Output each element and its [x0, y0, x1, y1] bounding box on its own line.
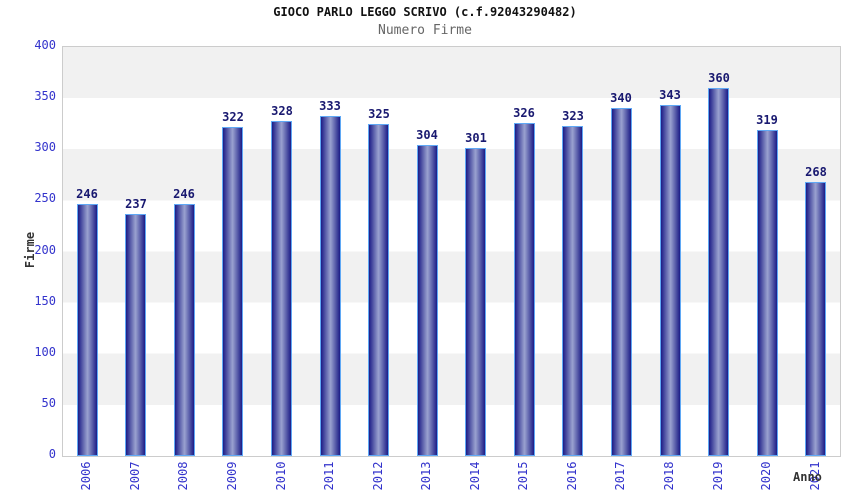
- bar-2014: [465, 148, 486, 456]
- x-tick-label: 2012: [371, 461, 385, 491]
- bar-value-label: 268: [805, 165, 827, 179]
- x-axis-title: Anno: [793, 470, 822, 484]
- bar-value-label: 304: [416, 128, 438, 142]
- bar-2011: [320, 116, 341, 456]
- bar-value-label: 319: [756, 113, 778, 127]
- bar-value-label: 326: [513, 106, 535, 120]
- y-tick-label: 300: [34, 140, 56, 155]
- x-tick-label: 2017: [613, 461, 627, 491]
- bar-2021: [805, 182, 826, 456]
- bar-2019: [708, 88, 729, 456]
- x-tick-label: 2013: [419, 461, 433, 491]
- bar-value-label: 246: [173, 187, 195, 201]
- x-tick-label: 2010: [274, 461, 288, 491]
- bar-2016: [562, 126, 583, 456]
- chart-subtitle: Numero Firme: [378, 23, 472, 38]
- bar-value-label: 322: [222, 110, 244, 124]
- x-tick-label: 2016: [565, 461, 579, 491]
- bar-value-label: 325: [368, 107, 390, 121]
- x-tick-label: 2014: [468, 461, 482, 491]
- x-tick-label: 2006: [79, 461, 93, 491]
- plot-area: 246 237 246 322 328 333 325 304 301 326 323 340 343 3…: [62, 46, 841, 457]
- chart-title: GIOCO PARLO LEGGO SCRIVO (c.f.9204329048…: [273, 5, 577, 19]
- bar-2008: [174, 204, 195, 456]
- bar-2018: [660, 105, 681, 456]
- y-tick-label: 150: [34, 293, 56, 308]
- bar-2015: [514, 123, 535, 456]
- bar-value-label: 340: [610, 91, 632, 105]
- x-tick-label: 2007: [128, 461, 142, 491]
- x-tick-label: 2019: [711, 461, 725, 491]
- x-tick-label: 2009: [225, 461, 239, 491]
- x-tick-label: 2011: [322, 461, 336, 491]
- bar-value-label: 246: [76, 187, 98, 201]
- bar-value-label: 237: [125, 197, 147, 211]
- bar-2017: [611, 108, 632, 456]
- bar-2009: [222, 127, 243, 456]
- bar-2012: [368, 124, 389, 456]
- y-tick-label: 250: [34, 191, 56, 206]
- y-axis-title: Firme: [23, 231, 37, 269]
- bar-2013: [417, 145, 438, 456]
- y-tick-label: 100: [34, 344, 56, 359]
- y-tick-label: 400: [34, 38, 56, 52]
- y-tick-label: 200: [34, 242, 56, 257]
- y-tick-label: 0: [48, 447, 56, 461]
- x-tick-label: 2015: [516, 461, 530, 491]
- x-tick-label: 2018: [662, 461, 676, 491]
- x-tick-label: 2020: [759, 461, 773, 491]
- bar-value-label: 333: [319, 99, 341, 113]
- y-tick-label: 350: [34, 89, 56, 104]
- bar-2007: [125, 214, 146, 456]
- bar-2020: [757, 130, 778, 456]
- bar-value-label: 343: [659, 88, 681, 102]
- y-tick-label: 50: [41, 395, 56, 410]
- bar-value-label: 301: [465, 131, 487, 145]
- bar-value-label: 328: [271, 104, 293, 118]
- bar-2010: [271, 121, 292, 456]
- bar-2006: [77, 204, 98, 456]
- bar-value-label: 360: [708, 71, 730, 85]
- bar-value-label: 323: [562, 109, 584, 123]
- x-tick-label: 2008: [176, 461, 190, 491]
